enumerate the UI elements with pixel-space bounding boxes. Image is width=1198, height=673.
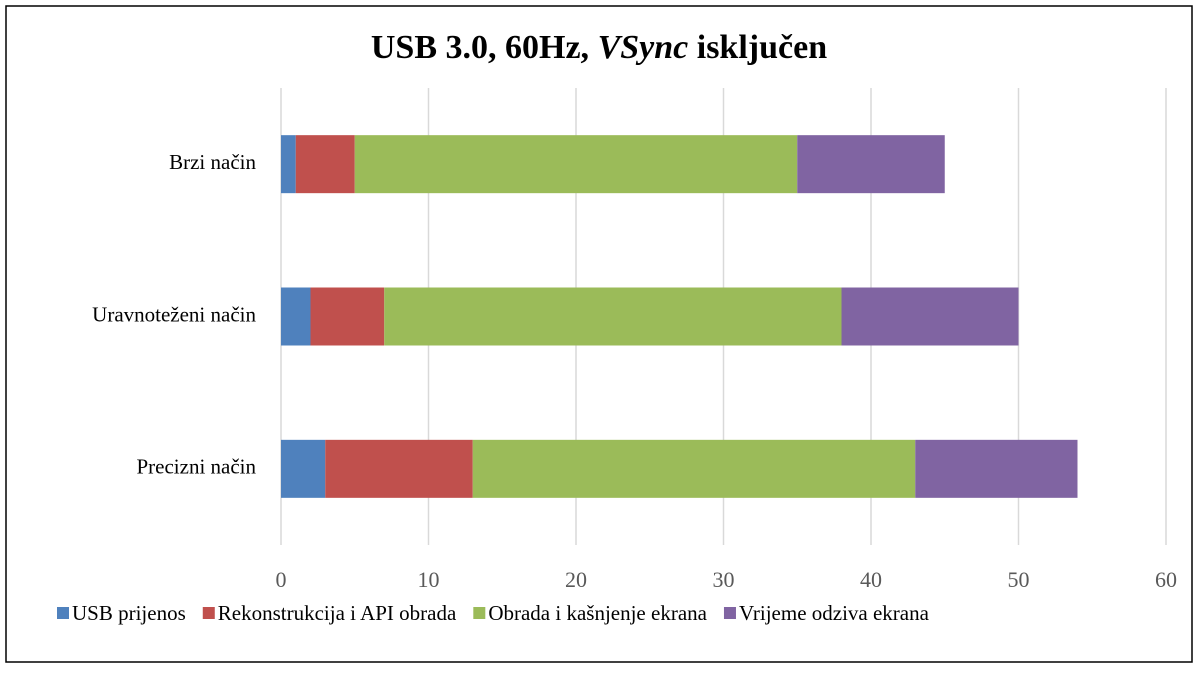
title-part: VSync <box>598 29 689 66</box>
bar-segment <box>310 287 385 346</box>
legend-swatch <box>473 607 486 619</box>
bar-segment <box>325 439 473 498</box>
y-tick-label: Precizni način <box>136 455 256 479</box>
bar-segment <box>915 439 1078 498</box>
legend-label: Obrada i kašnjenje ekrana <box>488 601 707 625</box>
x-tick-label: 10 <box>418 567 440 592</box>
x-tick-label: 40 <box>860 567 882 592</box>
x-tick-label: 20 <box>565 567 587 592</box>
bar-segment <box>354 135 798 194</box>
legend-swatch <box>202 607 215 619</box>
x-tick-label: 50 <box>1008 567 1030 592</box>
bar-segment <box>281 439 326 498</box>
legend-label: USB prijenos <box>72 601 186 625</box>
bar-segment <box>797 135 945 194</box>
legend-label: Rekonstrukcija i API obrada <box>218 601 457 625</box>
y-tick-label: Brzi način <box>169 150 256 174</box>
title-part: USB 3.0, 60Hz, <box>371 29 598 66</box>
legend-swatch <box>57 607 69 619</box>
bar-segment <box>472 439 916 498</box>
title-part: isključen <box>688 29 827 66</box>
x-tick-label: 60 <box>1155 567 1177 592</box>
bar-segment <box>841 287 1019 346</box>
legend-label: Vrijeme odziva ekrana <box>739 601 930 625</box>
bar-segment <box>281 135 296 194</box>
bar-segment <box>384 287 842 346</box>
bar-segment <box>281 287 311 346</box>
x-tick-label: 0 <box>276 567 287 592</box>
bar-segment <box>295 135 355 194</box>
legend-swatch <box>723 607 736 619</box>
chart-title: USB 3.0, 60Hz, VSync isključen <box>371 29 827 66</box>
y-tick-label: Uravnoteženi način <box>92 302 256 326</box>
x-tick-label: 30 <box>713 567 735 592</box>
